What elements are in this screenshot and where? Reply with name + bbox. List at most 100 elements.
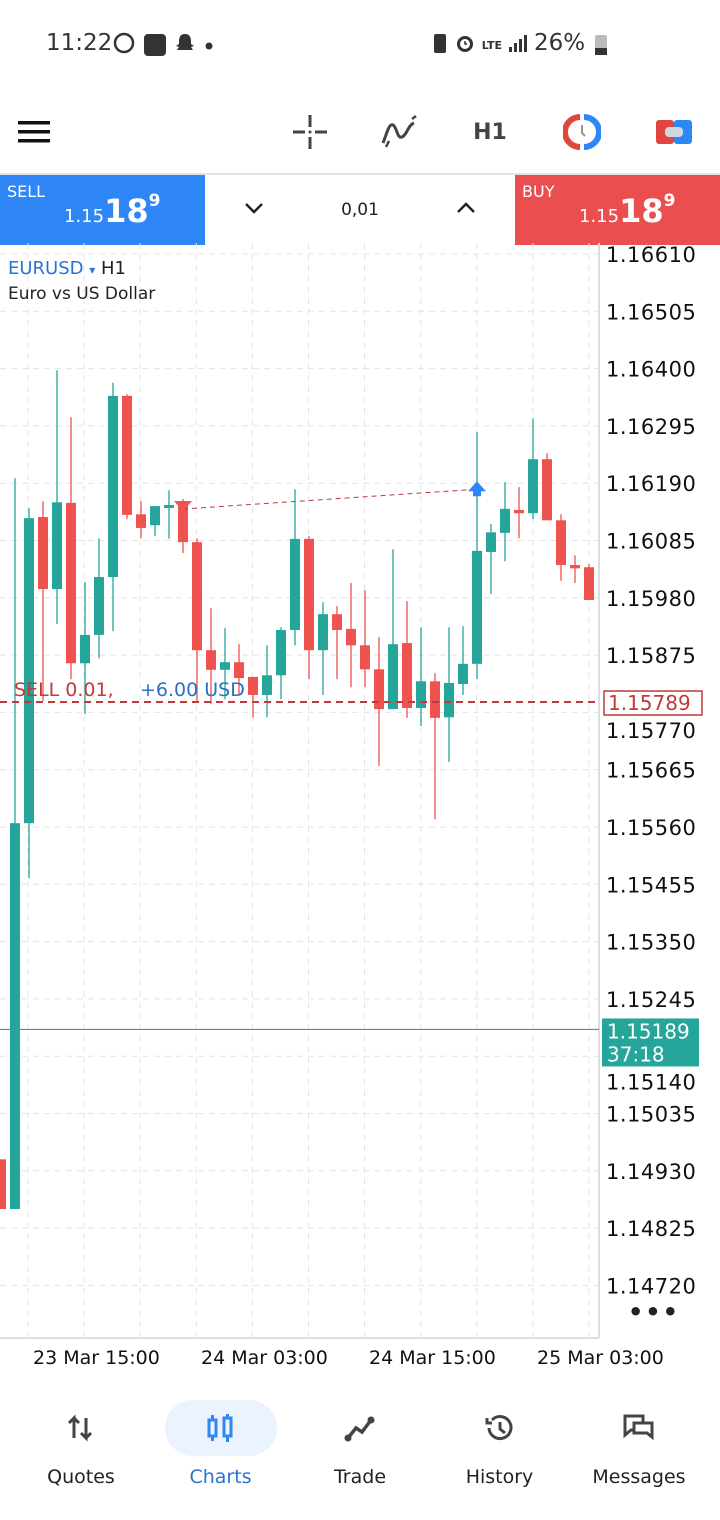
trade-panel-button[interactable]	[650, 108, 698, 156]
candle-bullish	[80, 634, 90, 664]
y-tick-label: 1.14930	[606, 1160, 696, 1184]
y-tick-label: 1.14720	[606, 1274, 696, 1298]
symbol-selector[interactable]: EURUSD ▾ H1	[8, 258, 127, 279]
candle-bearish	[430, 681, 440, 718]
y-tick-label: 1.15875	[606, 644, 696, 668]
nav-tab-charts[interactable]: Charts	[156, 1400, 286, 1510]
candle-bullish	[94, 577, 104, 635]
nav-label: Charts	[189, 1466, 252, 1488]
battery-icon	[594, 33, 608, 61]
candle-bullish	[276, 629, 286, 676]
x-tick-label: 23 Mar 15:00	[33, 1347, 160, 1369]
candle-bullish	[52, 502, 62, 590]
candle-bearish	[248, 676, 258, 695]
position-label: SELL 0.01,	[14, 679, 114, 701]
candle-bearish	[346, 628, 356, 646]
candle-bullish	[164, 505, 174, 509]
messages-icon	[623, 1414, 654, 1441]
increase-lot-button[interactable]	[455, 200, 477, 220]
candle-bearish	[584, 567, 594, 600]
candle-bullish	[444, 682, 454, 718]
y-tick-label: 1.16505	[606, 300, 696, 324]
y-tick-label: 1.14825	[606, 1217, 696, 1241]
status-time: 11:22	[46, 30, 113, 56]
candle-bearish	[122, 395, 132, 515]
candle-bullish	[486, 532, 496, 552]
y-tick-label: 1.15560	[606, 816, 696, 840]
history-icon	[485, 1415, 512, 1441]
y-tick-label: 1.15245	[606, 988, 696, 1012]
candle-bullish	[528, 459, 538, 514]
position-profit: +6.00 USD	[140, 679, 245, 701]
nav-pill	[583, 1400, 695, 1456]
buy-arrow-icon	[468, 481, 486, 497]
y-tick-label: 1.15770	[606, 719, 696, 743]
menu-icon	[18, 121, 50, 143]
candle-bearish	[38, 517, 48, 590]
toolbar: H1	[0, 90, 720, 170]
candle-bearish	[570, 565, 580, 569]
battery-saver-icon	[432, 31, 448, 59]
one-click-trade-panel: SELL 1.15189 0,01 BUY 1.15189	[0, 173, 720, 245]
nav-pill	[304, 1400, 416, 1456]
signal-icon	[508, 33, 528, 57]
trade-panel-icon	[656, 120, 692, 144]
price-chart[interactable]: 1.16610 1.16505 1.16400 1.16295 1.16190 1.160…	[0, 243, 720, 1383]
nav-tab-trade[interactable]: Trade	[295, 1400, 425, 1510]
candle-bearish	[178, 502, 188, 543]
candle-bearish	[542, 459, 552, 521]
y-tick-label: 1.16610	[606, 243, 696, 267]
whatsapp-icon	[112, 31, 136, 59]
candle-bullish	[220, 662, 230, 670]
nav-tab-messages[interactable]: Messages	[574, 1400, 704, 1510]
position-price-label: 1.15789	[608, 691, 691, 715]
symbol-description: Euro vs US Dollar	[8, 284, 156, 304]
status-bar: 11:22 LTE 26%	[0, 0, 720, 90]
nav-tab-quotes[interactable]: Quotes	[16, 1400, 146, 1510]
candle-bullish	[416, 681, 426, 709]
buy-label: BUY	[522, 182, 555, 201]
buy-price: 1.15189	[579, 191, 676, 230]
candle-bearish	[234, 662, 244, 679]
y-tick-label: 1.15140	[606, 1070, 696, 1094]
menu-button[interactable]	[11, 108, 59, 156]
bottom-nav: Quotes Charts Trade History Messages	[0, 1390, 720, 1520]
candle-bearish	[66, 502, 76, 664]
lot-input[interactable]: 0,01	[341, 200, 379, 220]
candle-bearish	[0, 1159, 6, 1209]
alarm-icon	[454, 32, 476, 58]
y-tick-label: 1.15350	[606, 931, 696, 955]
candle-bullish	[10, 823, 20, 1209]
charts-icon	[207, 1414, 232, 1442]
sell-button[interactable]: SELL 1.15189	[0, 175, 205, 245]
indicators-button[interactable]	[376, 108, 424, 156]
candle-bearish	[332, 614, 342, 630]
nav-tab-history[interactable]: History	[435, 1400, 565, 1510]
y-tick-label: 1.15665	[606, 759, 696, 783]
candle-bullish	[318, 614, 328, 651]
candle-bullish	[108, 395, 118, 578]
crosshair-button[interactable]	[286, 108, 334, 156]
timeframe-button[interactable]: H1	[473, 119, 507, 145]
more-button[interactable]: •••	[627, 1298, 680, 1326]
chevron-down-icon	[245, 203, 263, 214]
sell-label: SELL	[7, 182, 46, 201]
current-price-label: 1.15189	[607, 1019, 690, 1043]
trade-icon	[344, 1416, 375, 1442]
dot-icon	[204, 36, 214, 55]
one-click-trading-button[interactable]	[558, 108, 606, 156]
chevron-up-icon	[457, 202, 475, 213]
buy-button[interactable]: BUY 1.15189	[515, 175, 720, 245]
y-tick-label: 1.15980	[606, 587, 696, 611]
y-tick-label: 1.16295	[606, 415, 696, 439]
sell-price: 1.15189	[64, 191, 161, 230]
nav-pill	[444, 1400, 556, 1456]
candle-bearish	[514, 509, 524, 514]
candle-bearish	[556, 520, 566, 566]
candle-bullish	[500, 508, 510, 533]
candle-bearish	[360, 645, 370, 670]
x-tick-label: 25 Mar 03:00	[537, 1347, 664, 1369]
candle-bearish	[304, 538, 314, 651]
current-price-box	[602, 1018, 699, 1067]
decrease-lot-button[interactable]	[243, 200, 265, 220]
